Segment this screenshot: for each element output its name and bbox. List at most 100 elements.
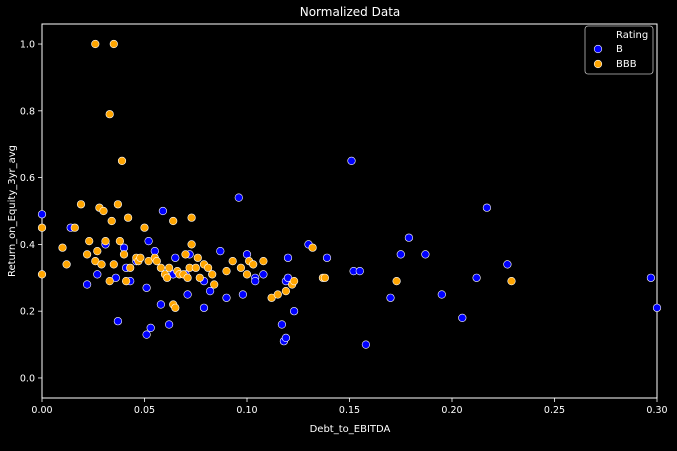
data-point-bbb xyxy=(121,277,131,286)
data-point-bbb xyxy=(193,253,202,262)
plot-area: 0.00 0.05 0.10 0.15 0.20 0.25 0.30 0.00.20.40.… xyxy=(20,23,668,416)
y-tick-label: 0.4 xyxy=(20,240,35,251)
data-point-bbb xyxy=(195,273,204,282)
y-axis-ticks: 0.0 0.2 0.4 0.6 0.8 1.0 xyxy=(20,40,42,384)
data-point-bbb xyxy=(105,110,114,119)
legend-box xyxy=(584,25,654,75)
data-point-b xyxy=(386,293,395,302)
data-point-b xyxy=(222,293,231,302)
data-point-bbb xyxy=(91,39,100,49)
data-point-bbb xyxy=(85,237,94,246)
data-point-bbb xyxy=(101,237,110,246)
data-point-b xyxy=(238,290,247,299)
data-point-bbb xyxy=(62,260,71,269)
y-tick-label: 0.6 xyxy=(20,173,35,184)
x-tick-label: 0.05 xyxy=(134,405,155,416)
data-point-b xyxy=(283,253,293,262)
data-point-b xyxy=(396,250,405,259)
data-point-b xyxy=(458,313,467,323)
x-axis-ticks: 0.00 0.05 0.10 0.15 0.20 0.25 0.30 xyxy=(31,398,668,416)
data-point-bbb xyxy=(37,270,47,279)
data-point-bbb xyxy=(82,250,92,259)
data-point-bbb xyxy=(58,243,67,252)
data-point-bbb xyxy=(165,263,174,272)
x-tick-label: 0.30 xyxy=(646,405,667,416)
legend: Rating B BBB xyxy=(584,25,654,75)
data-point-bbb xyxy=(93,247,102,256)
data-point-b xyxy=(144,237,153,246)
legend-label-b: B xyxy=(616,44,623,55)
data-point-b xyxy=(361,340,371,349)
data-point-b xyxy=(281,333,291,343)
data-point-bbb xyxy=(181,250,190,259)
data-point-b xyxy=(146,323,155,333)
series-bbb xyxy=(37,39,516,312)
data-point-b xyxy=(165,320,174,329)
data-point-bbb xyxy=(208,270,217,279)
data-point-bbb xyxy=(136,253,145,262)
data-point-bbb xyxy=(109,260,118,269)
data-point-bbb xyxy=(70,223,79,232)
legend-marker-bbb xyxy=(593,59,603,69)
data-point-b xyxy=(437,290,446,299)
x-tick-label: 0.00 xyxy=(31,405,52,416)
data-point-b xyxy=(503,260,512,269)
x-tick-label: 0.10 xyxy=(236,405,257,416)
data-point-b xyxy=(652,303,662,312)
data-point-bbb xyxy=(107,216,116,226)
data-point-b xyxy=(183,290,192,299)
data-point-b xyxy=(93,270,102,279)
data-point-bbb xyxy=(117,156,127,165)
data-point-bbb xyxy=(99,206,108,216)
data-point-bbb xyxy=(37,223,47,232)
data-point-b xyxy=(404,233,414,242)
data-point-b xyxy=(482,203,492,212)
x-tick-label: 0.15 xyxy=(339,405,360,416)
data-point-bbb xyxy=(249,260,258,269)
data-point-bbb xyxy=(222,267,231,276)
y-tick-label: 0.8 xyxy=(20,106,35,117)
legend-marker-b xyxy=(593,44,603,54)
chart-title: Normalized Data xyxy=(300,5,401,19)
data-point-bbb xyxy=(124,213,133,222)
data-point-bbb xyxy=(204,263,213,272)
data-point-bbb xyxy=(320,273,330,282)
data-point-b xyxy=(251,277,260,286)
series-layer xyxy=(37,39,662,349)
data-point-b xyxy=(259,270,268,279)
data-point-b xyxy=(216,247,225,256)
data-point-b xyxy=(142,283,151,292)
x-tick-label: 0.25 xyxy=(544,405,565,416)
legend-title: Rating xyxy=(616,30,648,41)
data-point-b xyxy=(199,303,209,312)
data-point-b xyxy=(158,206,167,216)
data-point-b xyxy=(37,210,47,219)
data-point-b xyxy=(206,287,215,296)
series-b xyxy=(37,156,662,349)
data-point-bbb xyxy=(140,223,149,232)
data-point-bbb xyxy=(236,263,245,272)
data-point-bbb xyxy=(113,200,122,209)
x-tick-label: 0.20 xyxy=(441,405,462,416)
data-point-b xyxy=(234,193,243,202)
data-point-b xyxy=(156,300,165,309)
data-point-b xyxy=(113,317,122,326)
data-point-b xyxy=(472,273,481,282)
data-point-b xyxy=(142,330,151,339)
data-point-bbb xyxy=(191,263,200,272)
data-point-bbb xyxy=(183,273,192,282)
data-point-bbb xyxy=(273,290,282,299)
data-point-bbb xyxy=(308,243,317,252)
y-tick-label: 1.0 xyxy=(20,40,35,51)
data-point-b xyxy=(171,253,180,262)
y-tick-label: 0.0 xyxy=(20,373,35,384)
data-point-bbb xyxy=(119,250,129,259)
data-point-bbb xyxy=(105,277,114,286)
data-point-b xyxy=(277,320,287,329)
data-point-b xyxy=(347,156,356,165)
data-point-bbb xyxy=(281,287,291,296)
data-point-bbb xyxy=(115,237,124,246)
legend-label-bbb: BBB xyxy=(616,59,637,70)
data-point-bbb xyxy=(171,303,180,312)
data-point-bbb xyxy=(259,257,268,266)
